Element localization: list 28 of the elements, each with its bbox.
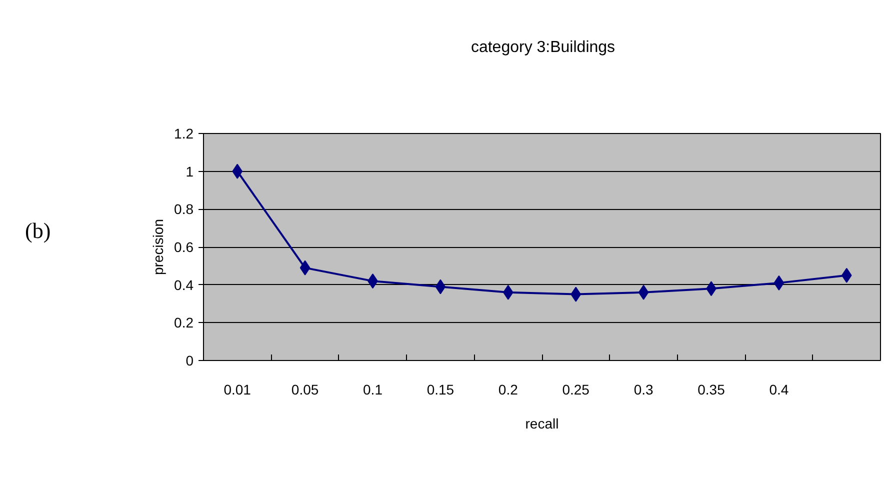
y-tick-label: 0.6	[174, 239, 194, 255]
point	[435, 279, 446, 294]
x-tick-label: 0.01	[224, 382, 252, 398]
x-tick-label: 0.3	[634, 382, 654, 398]
x-tick-label: 0.35	[698, 382, 726, 398]
point	[502, 284, 514, 300]
point	[638, 284, 649, 300]
text: (b)	[25, 217, 51, 245]
x-tick-label: 0.2	[498, 382, 518, 398]
y-tick-label: 1.2	[174, 126, 194, 142]
point	[841, 268, 852, 283]
point	[232, 164, 243, 179]
chart-title: category 3:Buildings	[470, 38, 616, 58]
point	[300, 260, 310, 276]
x-tick-label: 0.4	[769, 382, 789, 398]
y-tick-label: 0.4	[174, 276, 194, 293]
y-axis-title: precision	[150, 218, 166, 276]
x-axis-title: recall	[525, 416, 559, 432]
x-tick-label: 0.1	[363, 382, 383, 398]
x-tick-label: 0.25	[562, 382, 590, 398]
x-tick-label: 0.15	[426, 382, 454, 398]
y-tick-label: 0.2	[174, 314, 194, 331]
y-tick-label: 0	[186, 352, 194, 368]
x-tick-label: 0.05	[291, 382, 319, 398]
point	[774, 275, 784, 290]
y-tick-label: 1	[186, 163, 194, 180]
y-tick-label: 0.8	[174, 201, 194, 218]
point	[570, 286, 582, 302]
